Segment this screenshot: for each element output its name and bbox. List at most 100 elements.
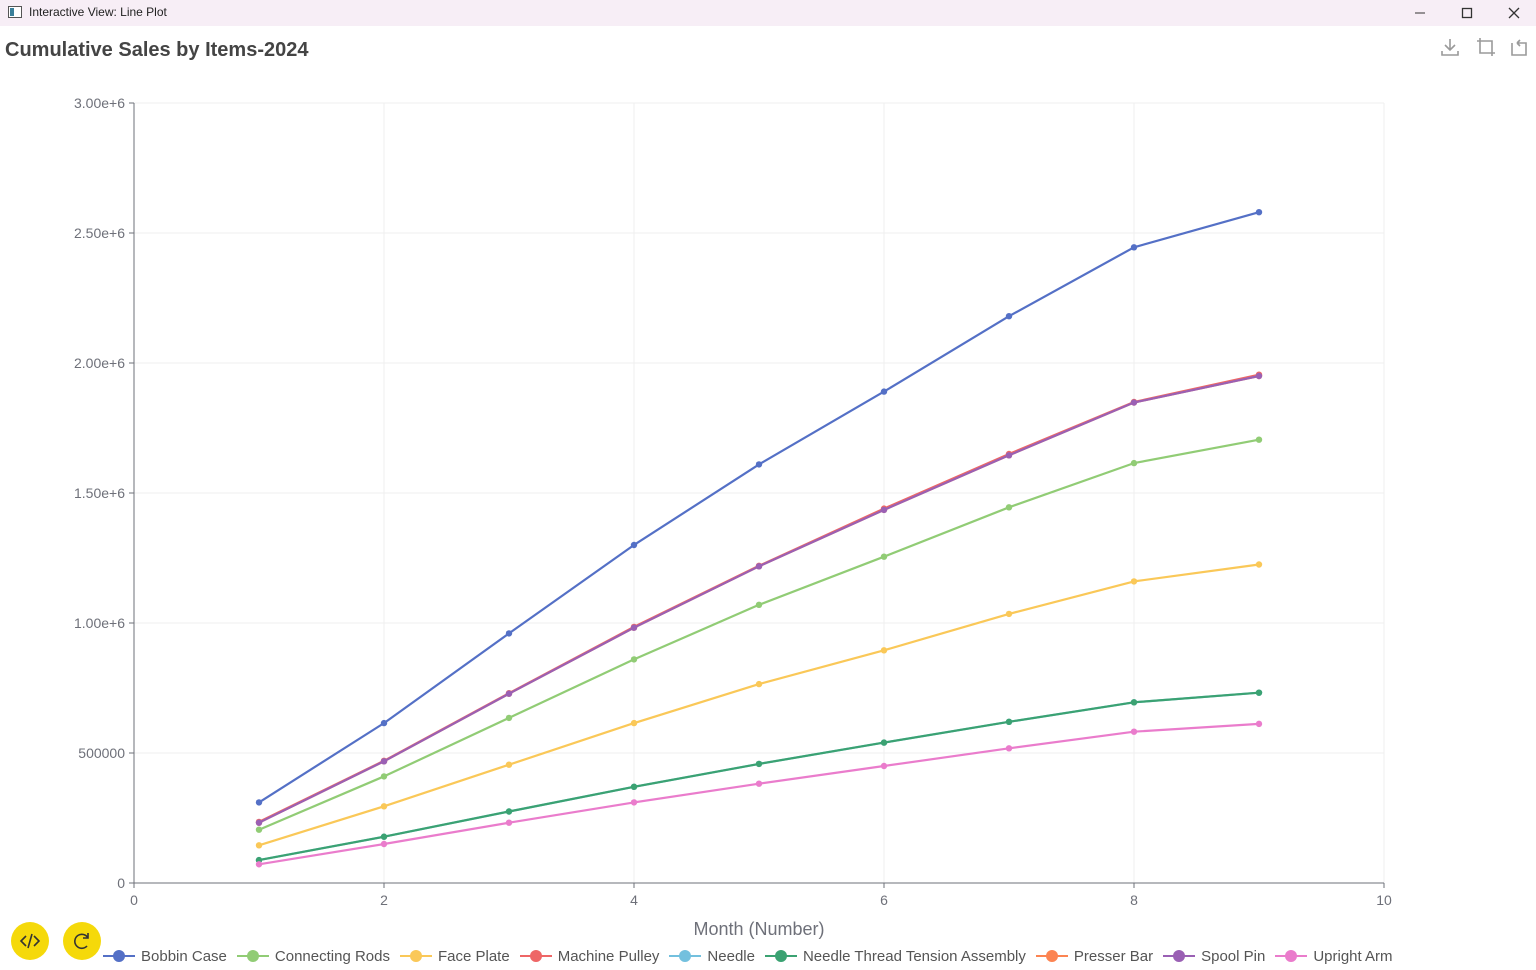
data-point[interactable] <box>505 761 513 768</box>
data-point[interactable] <box>630 719 638 727</box>
data-point[interactable] <box>1255 372 1263 380</box>
data-point[interactable] <box>255 799 263 806</box>
legend-item-machine-pulley[interactable]: Machine Pulley <box>519 948 659 965</box>
data-point[interactable] <box>630 799 638 806</box>
data-point[interactable] <box>880 762 888 770</box>
data-point[interactable] <box>880 553 888 560</box>
y-tick-label: 2.00e+6 <box>74 355 125 371</box>
series-bobbin-case[interactable] <box>255 209 1263 806</box>
data-point[interactable] <box>380 773 388 780</box>
data-point[interactable] <box>1255 209 1263 216</box>
data-point[interactable] <box>1255 436 1263 443</box>
series-line-machine-pulley[interactable] <box>258 373 1260 823</box>
data-point[interactable] <box>255 819 263 826</box>
data-point[interactable] <box>755 680 763 688</box>
data-point[interactable] <box>880 506 888 514</box>
minimize-icon <box>1415 12 1425 14</box>
data-point[interactable] <box>1005 745 1013 752</box>
legend-item-needle-thread-tension-assembly[interactable]: Needle Thread Tension Assembly <box>764 948 1026 965</box>
series-machine-pulley[interactable] <box>255 371 1263 826</box>
legend-label: Needle <box>707 947 755 965</box>
series-line-spool-pin[interactable] <box>258 374 1260 824</box>
series-face-plate[interactable] <box>255 561 1263 849</box>
code-button[interactable] <box>11 922 49 960</box>
legend-label: Spool Pin <box>1201 947 1266 965</box>
legend-swatch <box>669 950 702 962</box>
crop-icon[interactable] <box>1475 36 1497 58</box>
data-point[interactable] <box>505 808 513 815</box>
legend-item-spool-pin[interactable]: Spool Pin <box>1163 948 1265 965</box>
legend-item-face-plate[interactable]: Face Plate <box>399 948 510 965</box>
data-point[interactable] <box>1005 504 1013 511</box>
data-point[interactable] <box>630 624 638 631</box>
refresh-button[interactable] <box>63 922 101 960</box>
data-point[interactable] <box>1130 578 1138 585</box>
data-point[interactable] <box>1130 699 1138 706</box>
data-point[interactable] <box>505 630 513 637</box>
minimize-button[interactable] <box>1397 0 1443 26</box>
y-tick-label: 500000 <box>78 745 125 761</box>
series-spool-pin[interactable] <box>255 372 1263 826</box>
reset-icon[interactable] <box>1508 36 1530 58</box>
data-point[interactable] <box>755 601 763 608</box>
data-point[interactable] <box>630 656 638 663</box>
data-point[interactable] <box>1130 459 1138 467</box>
data-point[interactable] <box>880 739 888 746</box>
series-lines[interactable] <box>255 209 1263 868</box>
legend-item-upright-arm[interactable]: Upright Arm <box>1275 948 1393 965</box>
data-point[interactable] <box>755 760 763 768</box>
legend-item-needle[interactable]: Needle <box>669 948 755 965</box>
series-line-connecting-rods[interactable] <box>258 438 1260 831</box>
data-point[interactable] <box>880 388 888 395</box>
data-point[interactable] <box>380 833 388 840</box>
legend-label: Connecting Rods <box>274 947 390 965</box>
legend-item-presser-bar[interactable]: Presser Bar <box>1035 947 1154 965</box>
chart-legend[interactable]: Bobbin Case Connecting Rods Face Plate Mach… <box>103 944 1403 968</box>
data-point[interactable] <box>505 819 513 826</box>
series-line-upright-arm[interactable] <box>258 722 1260 866</box>
close-button[interactable] <box>1491 0 1536 26</box>
legend-item-bobbin-case[interactable]: Bobbin Case <box>103 948 227 965</box>
data-point[interactable] <box>1005 452 1013 459</box>
data-point[interactable] <box>380 758 388 765</box>
data-point[interactable] <box>630 783 638 790</box>
series-line-needle-thread-tension-assembly[interactable] <box>258 691 1260 862</box>
data-point[interactable] <box>255 826 263 833</box>
data-point[interactable] <box>1255 561 1263 568</box>
data-point[interactable] <box>1005 610 1013 618</box>
data-point[interactable] <box>1255 720 1263 728</box>
series-connecting-rods[interactable] <box>255 436 1263 833</box>
data-point[interactable] <box>380 840 388 848</box>
data-point[interactable] <box>255 861 263 868</box>
data-point[interactable] <box>755 563 763 570</box>
data-point[interactable] <box>1255 689 1263 696</box>
y-tick-label: 3.00e+6 <box>74 95 125 111</box>
series-upright-arm[interactable] <box>255 720 1263 868</box>
data-point[interactable] <box>380 803 388 810</box>
maximize-button[interactable] <box>1444 0 1490 26</box>
data-point[interactable] <box>505 690 513 697</box>
download-icon[interactable] <box>1439 36 1461 58</box>
series-presser-bar[interactable] <box>255 372 1263 826</box>
series-line-presser-bar[interactable] <box>258 374 1260 824</box>
x-tick-label: 6 <box>880 892 888 908</box>
data-point[interactable] <box>1005 718 1013 725</box>
series-needle-thread-tension-assembly[interactable] <box>255 689 1263 864</box>
data-point[interactable] <box>1005 313 1013 320</box>
legend-item-connecting-rods[interactable]: Connecting Rods <box>236 947 390 965</box>
series-line-needle[interactable] <box>258 691 1260 862</box>
data-point[interactable] <box>755 461 763 468</box>
data-point[interactable] <box>755 780 763 787</box>
data-point[interactable] <box>880 647 888 654</box>
data-point[interactable] <box>1130 399 1138 406</box>
series-needle[interactable] <box>255 689 1263 864</box>
series-line-bobbin-case[interactable] <box>258 211 1260 804</box>
legend-label: Presser Bar <box>1073 947 1154 965</box>
data-point[interactable] <box>380 719 388 727</box>
data-point[interactable] <box>1130 728 1138 735</box>
data-point[interactable] <box>255 842 263 849</box>
data-point[interactable] <box>505 714 513 722</box>
data-point[interactable] <box>630 541 638 549</box>
data-point[interactable] <box>1130 244 1138 251</box>
